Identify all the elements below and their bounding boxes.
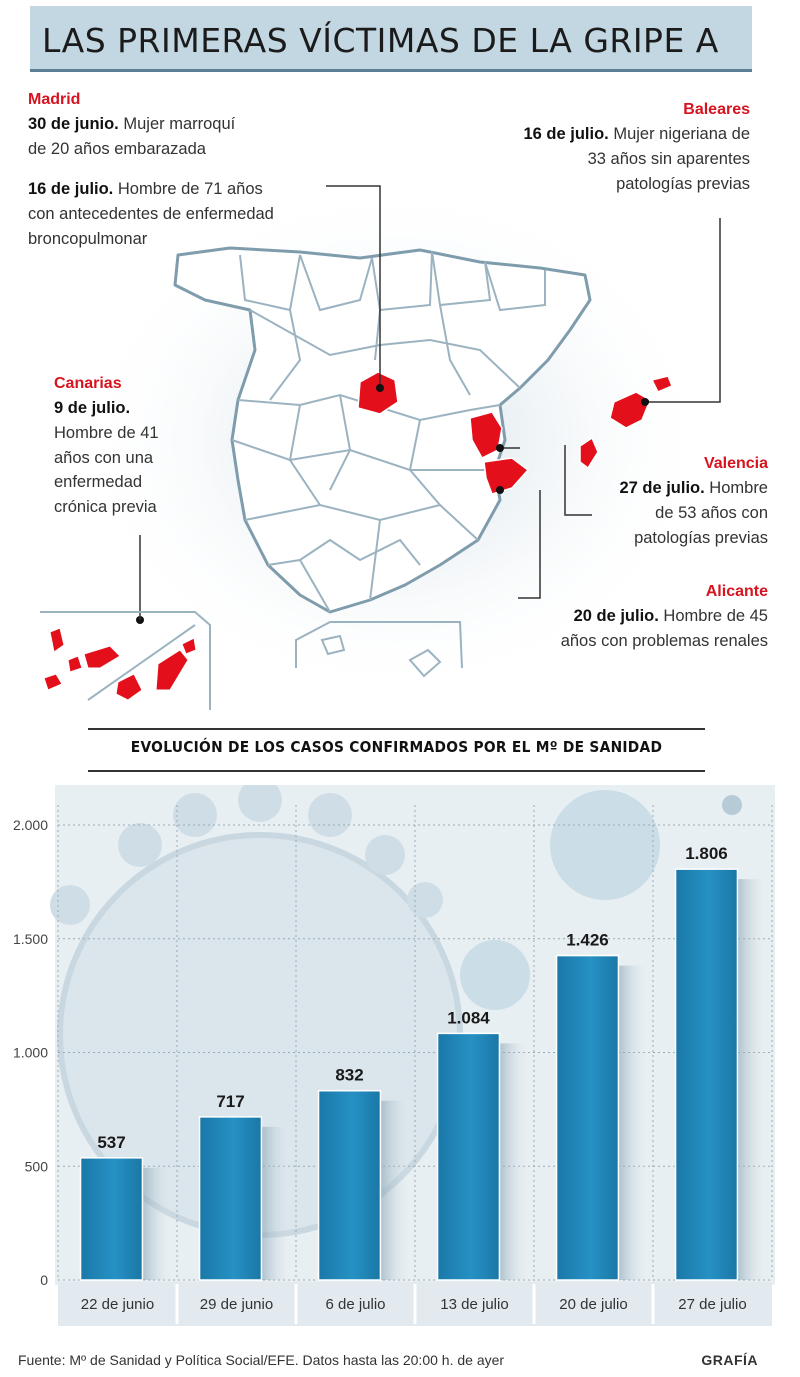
x-tick-label: 6 de julio (325, 1296, 385, 1313)
valencia-date: 27 de julio. (619, 479, 705, 497)
gran-canaria-island (115, 673, 143, 701)
callout-dots (136, 384, 649, 624)
alicante-date: 20 de julio. (573, 607, 659, 625)
y-tick-label: 1.500 (13, 931, 48, 947)
madrid-case2-date: 16 de julio. (28, 180, 114, 198)
page-title: LAS PRIMERAS VÍCTIMAS DE LA GRIPE A (42, 21, 719, 60)
fuerteventura-island (155, 649, 189, 691)
y-tick-label: 1.000 (13, 1045, 48, 1061)
bar (436, 1032, 501, 1281)
tenerife-island (83, 645, 121, 669)
canarias-date: 9 de julio. (54, 399, 131, 417)
valencia-text-1: Hombre (704, 479, 768, 497)
bar-shadow (261, 1126, 296, 1280)
madrid-province (357, 371, 399, 415)
madrid-case1-date: 30 de junio. (28, 115, 119, 133)
bar (674, 868, 739, 1281)
alicante-note: Alicante 20 de julio. Hombre de 45 años … (561, 580, 768, 654)
x-tick-label: 22 de junio (81, 1296, 154, 1313)
la-gomera-island (67, 655, 83, 673)
bar-value-label: 537 (97, 1133, 125, 1152)
bar (198, 1116, 263, 1281)
bar-value-label: 1.806 (685, 844, 728, 863)
baleares-date: 16 de julio. (523, 125, 609, 143)
footer-source: Fuente: Mº de Sanidad y Política Social/… (18, 1352, 505, 1368)
menorca-island (650, 375, 673, 393)
highlighted-provinces (357, 371, 673, 495)
la-palma-island (49, 627, 65, 653)
bar-shadow (142, 1167, 177, 1280)
x-tick-label: 29 de junio (200, 1296, 273, 1313)
el-hierro-island (43, 673, 63, 691)
madrid-case2-text-2: con antecedentes de enfermedad (28, 204, 274, 223)
mallorca-island (609, 391, 651, 429)
region-name-valencia: Valencia (703, 455, 768, 472)
ibiza-island (579, 436, 599, 470)
bar (317, 1089, 382, 1281)
canarias-inset (40, 611, 211, 710)
x-axis-labels: 22 de junio 29 de junio 6 de julio 13 de ju… (58, 1282, 772, 1326)
alicante-text-2: años con problemas renales (560, 631, 768, 650)
x-tick-label: 20 de julio (559, 1296, 627, 1313)
lanzarote-island (181, 637, 197, 655)
x-tick-label: 27 de julio (678, 1296, 746, 1313)
chart-title: EVOLUCIÓN DE LOS CASOS CONFIRMADOS POR E… (130, 738, 663, 756)
callout-lines (326, 185, 721, 599)
x-tick-label: 13 de julio (440, 1296, 508, 1313)
y-tick-label: 0 (40, 1272, 48, 1288)
canarias-text-2: años con una (54, 448, 154, 467)
title-band: LAS PRIMERAS VÍCTIMAS DE LA GRIPE A (30, 6, 752, 72)
bar-shadow (737, 879, 772, 1280)
canarias-text-4: crónica previa (54, 498, 157, 516)
canarias-note: Canarias 9 de julio. Hombre de 41 años c… (54, 372, 159, 520)
ceuta-melilla-inset (295, 621, 463, 678)
chart-title-rule-top (88, 728, 705, 730)
madrid-case2-text-3: broncopulmonar (28, 229, 148, 248)
region-name-madrid: Madrid (28, 91, 81, 108)
baleares-text-2: 33 años sin aparentes (587, 149, 750, 168)
bar-shadow (380, 1100, 415, 1280)
region-name-baleares: Baleares (683, 101, 750, 118)
valencia-note: Valencia 27 de julio. Hombre de 53 años … (619, 452, 768, 550)
y-tick-label: 500 (25, 1158, 49, 1174)
bar-value-label: 717 (216, 1092, 244, 1111)
canarias-text-1: Hombre de 41 (54, 423, 159, 442)
grid-lines (57, 805, 773, 1281)
madrid-case1-text-2: de 20 años embarazada (28, 139, 206, 158)
spain-map (40, 180, 721, 710)
bar-value-label: 1.426 (566, 931, 609, 950)
baleares-text-3: patologías previas (616, 174, 750, 193)
madrid-note-1: Madrid 30 de junio. Mujer marroquí de 20… (28, 88, 235, 162)
alicante-province (483, 457, 530, 495)
bar-value-label: 832 (335, 1066, 363, 1085)
bar-chart: 0 500 1.000 1.500 2.000 537 717 832 1.084 1.426 1… (13, 785, 775, 1326)
canarias-text-3: enfermedad (54, 473, 143, 492)
chart-title-rule-bottom (88, 770, 705, 772)
y-axis-ticks: 0 500 1.000 1.500 2.000 (13, 817, 48, 1288)
bar (555, 954, 620, 1281)
valencia-text-2: de 53 años con (655, 503, 768, 522)
bar (79, 1157, 144, 1281)
y-tick-label: 2.000 (13, 817, 48, 833)
bars: 537 717 832 1.084 1.426 1.806 (79, 844, 772, 1281)
alicante-text-1: Hombre de 45 (658, 607, 768, 625)
madrid-case2-text-1: Hombre de 71 años (113, 180, 263, 198)
bar-value-label: 1.084 (447, 1008, 490, 1027)
footer-brand: GRAFÍA (701, 1352, 758, 1368)
province-borders (231, 251, 546, 613)
bar-shadow (618, 965, 653, 1280)
valencia-text-3: patologías previas (634, 528, 768, 547)
madrid-note-2: 16 de julio. Hombre de 71 años con antec… (28, 177, 274, 251)
region-name-alicante: Alicante (705, 583, 768, 600)
region-name-canarias: Canarias (54, 375, 122, 392)
madrid-case1-text-1: Mujer marroquí (118, 115, 236, 133)
bar-shadow (499, 1043, 534, 1280)
baleares-text-1: Mujer nigeriana de (608, 125, 750, 143)
peninsula-outline (173, 246, 592, 614)
baleares-note: Baleares 16 de julio. Mujer nigeriana de… (523, 98, 750, 196)
